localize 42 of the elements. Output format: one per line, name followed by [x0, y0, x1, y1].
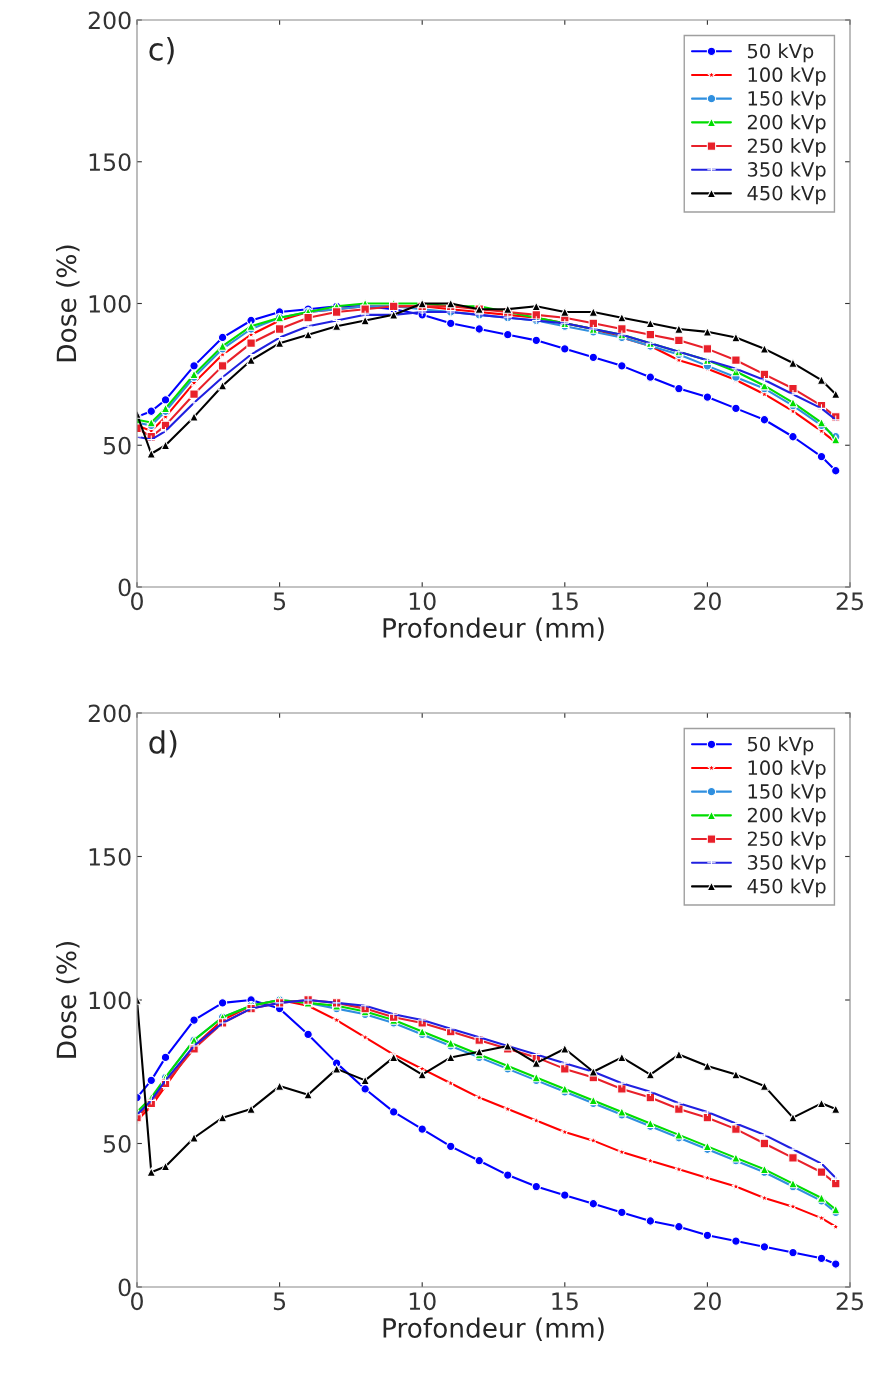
x-tick-label: 0 — [131, 592, 143, 611]
y-tick-label: 50 — [103, 436, 131, 455]
legend-label: 100 kVp — [748, 67, 826, 86]
legend-label: 450 kVp — [747, 878, 826, 898]
y-tick-label: 50 — [103, 1134, 131, 1153]
y-tick-label: 100 — [89, 991, 131, 1010]
x-tick-label: 20 — [694, 1292, 721, 1311]
x-tick-label: 20 — [694, 592, 721, 611]
x-axis-title: Profondeur (mm) — [383, 617, 604, 642]
x-tick-label: 10 — [409, 1292, 436, 1311]
y-tick-label: 100 — [89, 294, 131, 313]
legend-label: 100 kVp — [748, 760, 826, 779]
y-axis-title: Dose (%) — [56, 245, 80, 362]
x-tick-label: 25 — [836, 592, 863, 611]
y-tick-label: 200 — [88, 11, 131, 30]
legend-label: 150 kVp — [748, 90, 826, 110]
x-tick-label: 10 — [409, 592, 436, 611]
y-axis-title: Dose (%) — [56, 942, 80, 1058]
legend-label: 250 kVp — [747, 138, 826, 157]
y-tick-label: 150 — [89, 847, 131, 866]
x-tick-label: 15 — [552, 1292, 578, 1311]
annotation: c) — [149, 37, 174, 65]
y-tick-label: 150 — [89, 153, 131, 172]
x-tick-label: 5 — [273, 592, 286, 611]
x-tick-label: 5 — [273, 1292, 286, 1311]
y-tick-label: 0 — [118, 1278, 131, 1297]
x-axis-title: Profondeur (mm) — [383, 1317, 604, 1342]
legend-label: 50 kVp — [747, 736, 814, 756]
y-tick-label: 0 — [118, 578, 131, 597]
x-tick-label: 15 — [552, 592, 578, 611]
legend-label: 250 kVp — [747, 831, 826, 850]
y-tick-label: 200 — [88, 704, 131, 723]
legend-label: 150 kVp — [748, 783, 826, 803]
legend-label: 200 kVp — [747, 807, 826, 827]
x-tick-label: 25 — [836, 1292, 863, 1311]
legend-label: 350 kVp — [747, 161, 826, 181]
legend-label: 50 kVp — [747, 43, 814, 63]
legend-label: 450 kVp — [747, 185, 826, 205]
annotation: d) — [149, 730, 177, 758]
legend-label: 200 kVp — [747, 114, 826, 134]
legend-label: 350 kVp — [747, 854, 826, 874]
x-tick-label: 0 — [131, 1292, 143, 1311]
